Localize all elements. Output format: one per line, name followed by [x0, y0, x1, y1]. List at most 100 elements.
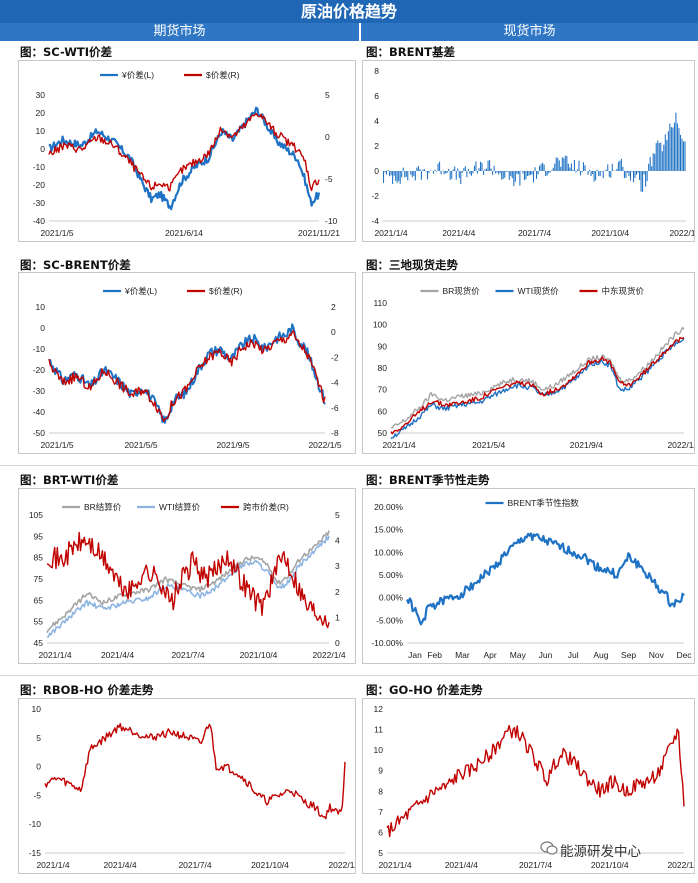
x-tick-label: 2022/1/4 — [328, 860, 355, 870]
x-tick-label: Jun — [539, 650, 553, 660]
basis-bar — [561, 157, 563, 171]
basis-bar — [489, 160, 491, 171]
basis-bar — [448, 168, 450, 171]
basis-bar — [401, 171, 403, 178]
y2-tick-label: -4 — [331, 378, 339, 388]
basis-bar — [516, 171, 518, 174]
basis-bar — [593, 171, 595, 182]
basis-bar — [587, 171, 589, 175]
basis-bar — [458, 171, 460, 179]
basis-bar — [643, 171, 645, 175]
basis-bar — [539, 165, 541, 171]
basis-bar — [560, 166, 562, 171]
y-tick-label: 50 — [378, 428, 388, 438]
x-tick-label: Jan — [408, 650, 422, 660]
legend-label: BRENT季节性指数 — [508, 498, 580, 508]
basis-bar — [396, 171, 398, 184]
basis-bar — [513, 171, 515, 187]
x-tick-label: Dec — [676, 650, 692, 660]
chart-title-brent-basis: 图：BRENT基差 — [366, 45, 455, 59]
basis-bar — [566, 155, 568, 171]
basis-bar — [463, 168, 465, 171]
basis-bar — [445, 171, 447, 174]
basis-bar — [669, 123, 671, 171]
basis-bar — [666, 140, 668, 171]
y-tick-label: 110 — [373, 298, 387, 308]
basis-bar — [623, 171, 625, 179]
row-divider — [0, 675, 698, 676]
basis-bar — [466, 171, 468, 178]
basis-bar — [611, 163, 613, 171]
chart-panel-sc-brent: 10 0 -10 -20 -30 -40 -50 2 0 -2 -4 -6 -8 2021/1/5 2021… — [18, 272, 356, 454]
chart-panel-sc-wti: 30 20 10 0 -10 -20 -30 -40 5 0 -5 -10 2021/1/5 2021/6… — [18, 60, 356, 242]
y-tick-label: 20.00% — [374, 502, 403, 512]
basis-bar — [578, 160, 580, 171]
y2-tick-label: 0 — [325, 132, 330, 142]
y-tick-label: 10 — [36, 126, 46, 136]
x-tick-label: 2021/10/4 — [251, 860, 289, 870]
chart-svg-brent-basis: 8 6 4 2 0 -2 -4 2021/1/4 2021/4/4 2021/7/4 2021/10… — [371, 66, 694, 238]
basis-bar — [542, 162, 544, 171]
basis-bar — [675, 112, 677, 171]
basis-bar — [576, 169, 578, 171]
basis-bar — [619, 160, 621, 171]
basis-bar — [514, 171, 516, 182]
y2-tick-label: -10 — [325, 216, 338, 226]
basis-bar — [570, 163, 572, 171]
chart-title-sc-brent: 图：SC-BRENT价差 — [20, 258, 131, 272]
series-line-3 — [390, 336, 685, 435]
basis-bar — [511, 171, 513, 179]
basis-bar — [423, 169, 425, 171]
x-tick-label: 2021/1/4 — [374, 228, 407, 238]
basis-bar — [673, 122, 675, 171]
basis-bar — [572, 170, 574, 171]
basis-bar — [472, 171, 474, 174]
basis-bar — [548, 171, 550, 174]
basis-bar — [398, 171, 400, 182]
y-tick-label: 5 — [378, 848, 383, 858]
basis-bar — [455, 171, 457, 180]
basis-bar — [507, 171, 509, 172]
legend-label: BR现货价 — [443, 286, 481, 296]
x-tick-label: 2021/9/4 — [570, 440, 603, 450]
basis-bar — [487, 160, 489, 171]
y-tick-label: 8 — [374, 66, 379, 76]
x-tick-label: Apr — [483, 650, 496, 660]
basis-bar — [676, 123, 678, 171]
chart-svg-sc-wti: 30 20 10 0 -10 -20 -30 -40 5 0 -5 -10 2021/1/5 2021/6… — [33, 70, 341, 238]
x-tick-label: 2021/1/5 — [40, 228, 73, 238]
basis-bar — [672, 127, 674, 171]
y-tick-label: 95 — [34, 531, 44, 541]
x-tick-label: May — [510, 650, 527, 660]
basis-bar — [620, 158, 622, 171]
y-tick-label: 55 — [34, 617, 44, 627]
series-line-1 — [405, 532, 685, 626]
basis-bar — [469, 171, 471, 175]
y-tick-label: 0 — [36, 762, 41, 772]
basis-bar — [420, 171, 422, 180]
basis-bar — [475, 161, 477, 171]
x-tick-label: 2022/1/5 — [308, 440, 341, 450]
basis-bar — [608, 171, 610, 177]
y2-tick-label: 0 — [335, 638, 340, 648]
basis-bar — [567, 163, 569, 171]
chart-title-brent-seasonal: 图：BRENT季节性走势 — [366, 473, 490, 487]
chart-panel-rbob-ho: 10 5 0 -5 -10 -15 2021/1/4 2021/4/4 2021/7/4 2021… — [18, 698, 356, 874]
basis-bar — [440, 171, 442, 175]
basis-bar — [478, 168, 480, 171]
x-tick-label: 2021/1/4 — [36, 860, 69, 870]
basis-bar — [392, 171, 394, 184]
basis-bar — [502, 171, 504, 179]
basis-bar — [395, 171, 397, 181]
basis-bar — [464, 166, 466, 171]
x-tick-label: Mar — [455, 650, 470, 660]
basis-bar — [549, 171, 551, 173]
series-line-1 — [44, 723, 346, 820]
y-tick-label: -10 — [33, 162, 46, 172]
basis-bar — [439, 161, 441, 171]
basis-bar — [416, 167, 418, 171]
basis-bar — [484, 169, 486, 171]
basis-bar — [407, 171, 409, 181]
basis-bar — [519, 171, 521, 186]
y-tick-label: 8 — [378, 786, 383, 796]
